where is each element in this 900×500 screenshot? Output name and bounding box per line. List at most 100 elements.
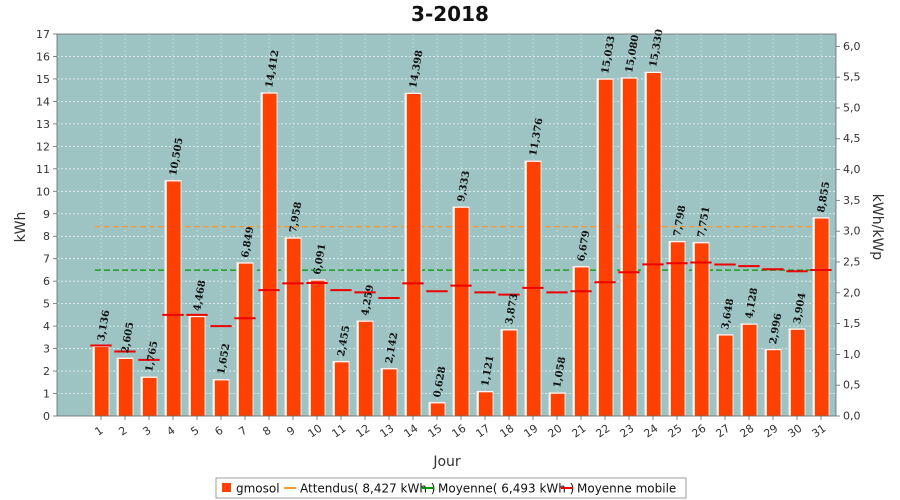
bar [334, 362, 349, 416]
bar [262, 93, 277, 417]
y-tick-label: 14 [36, 95, 50, 108]
bar [622, 78, 637, 417]
y2-tick-label: 4,5 [843, 132, 861, 145]
bar [286, 238, 301, 416]
y2-tick-label: 6,0 [843, 40, 861, 53]
data-label: 2,142 [384, 332, 400, 365]
bar [310, 280, 325, 416]
bar [142, 377, 157, 416]
x-tick-label: 1 [92, 424, 105, 439]
bar [766, 350, 781, 416]
x-tick-label: 21 [570, 422, 589, 441]
y2-tick-label: 5,5 [843, 71, 861, 84]
y-tick-label: 15 [36, 73, 50, 86]
moving-average-marks [90, 261, 832, 361]
data-label: 4,128 [744, 287, 760, 320]
y2-tick-label: 2,0 [843, 286, 861, 299]
y-tick-label: 8 [43, 230, 50, 243]
x-axis-label: Jour [432, 454, 461, 470]
x-tick-label: 31 [810, 422, 829, 441]
data-label: 3,904 [792, 292, 808, 325]
bar [694, 243, 709, 416]
legend-label: Moyenne( 6,493 kWh ) [438, 482, 574, 496]
bar [238, 263, 253, 416]
y-tick-label: 3 [43, 343, 50, 356]
y-tick-label: 7 [43, 253, 50, 266]
grid [57, 33, 836, 417]
y2-tick-label: 0,0 [843, 410, 861, 423]
bar [430, 403, 445, 416]
data-label: 1,765 [144, 340, 160, 373]
bar [166, 181, 181, 416]
y-tick-label: 0 [43, 410, 50, 423]
y2-tick-label: 3,0 [843, 225, 861, 238]
data-label: 7,958 [288, 201, 304, 234]
x-tick-label: 15 [426, 422, 445, 441]
x-tick-label: 23 [618, 422, 637, 441]
x-tick-label: 3 [140, 424, 153, 439]
y-tick-label: 1 [43, 388, 50, 401]
bar [646, 73, 661, 416]
y-tick-label: 12 [36, 140, 50, 153]
bar [550, 393, 565, 416]
y-axis-label: kWh [13, 212, 29, 243]
x-tick-label: 18 [498, 422, 517, 441]
x-tick-label: 17 [474, 422, 493, 441]
data-label: 6,679 [576, 230, 592, 263]
x-tick-label: 13 [378, 422, 397, 441]
data-label: 2,996 [768, 312, 784, 345]
bar [118, 358, 133, 416]
x-tick-label: 6 [212, 424, 225, 439]
x-tick-label: 29 [762, 422, 781, 441]
bar [478, 392, 493, 416]
bar [94, 347, 109, 416]
data-label: 1,121 [480, 355, 496, 388]
x-tick-label: 28 [738, 422, 757, 441]
x-tick-label: 26 [690, 422, 709, 441]
bar [214, 380, 229, 416]
y-tick-label: 13 [36, 118, 50, 131]
bar [358, 321, 373, 416]
y-tick-label: 17 [36, 28, 50, 41]
x-tick-label: 11 [330, 422, 349, 441]
x-tick-label: 7 [236, 424, 249, 439]
x-tick-label: 8 [260, 424, 273, 439]
y-tick-label: 10 [36, 185, 50, 198]
legend-label: Moyenne mobile [577, 482, 676, 496]
bar [670, 242, 685, 416]
x-tick-label: 30 [786, 422, 805, 441]
y-tick-label: 4 [43, 320, 50, 333]
bar [406, 93, 421, 416]
bar [718, 335, 733, 416]
x-tick-label: 12 [354, 422, 373, 441]
data-label: 4,259 [360, 284, 376, 317]
x-tick-label: 14 [402, 422, 421, 441]
data-label: 1,652 [216, 343, 232, 376]
bar [190, 317, 205, 416]
bar [574, 267, 589, 416]
y-tick-label: 9 [43, 208, 50, 221]
bar [814, 218, 829, 416]
bar [382, 369, 397, 416]
x-tick-label: 9 [284, 424, 297, 439]
x-tick-label: 5 [188, 424, 201, 439]
data-label: 4,468 [192, 279, 208, 312]
y-tick-label: 16 [36, 50, 50, 63]
y2-tick-label: 1,5 [843, 317, 861, 330]
bar [598, 79, 613, 416]
x-tick-label: 25 [666, 422, 685, 441]
data-label: 6,091 [312, 243, 328, 276]
y2-tick-label: 2,5 [843, 255, 861, 268]
data-label: 7,798 [672, 205, 688, 238]
legend-swatch [222, 483, 231, 492]
bar [526, 161, 541, 416]
data-label: 8,855 [816, 181, 832, 214]
legend: gmosol Attendus( 8,427 kWh ) Moyenne( 6,49… [215, 477, 687, 499]
data-label: 9,333 [456, 170, 472, 203]
x-tick-label: 20 [546, 422, 565, 441]
y-tick-label: 6 [43, 275, 50, 288]
data-label: 6,849 [240, 226, 256, 259]
y-tick-label: 5 [43, 298, 50, 311]
y2-tick-label: 5,0 [843, 101, 861, 114]
